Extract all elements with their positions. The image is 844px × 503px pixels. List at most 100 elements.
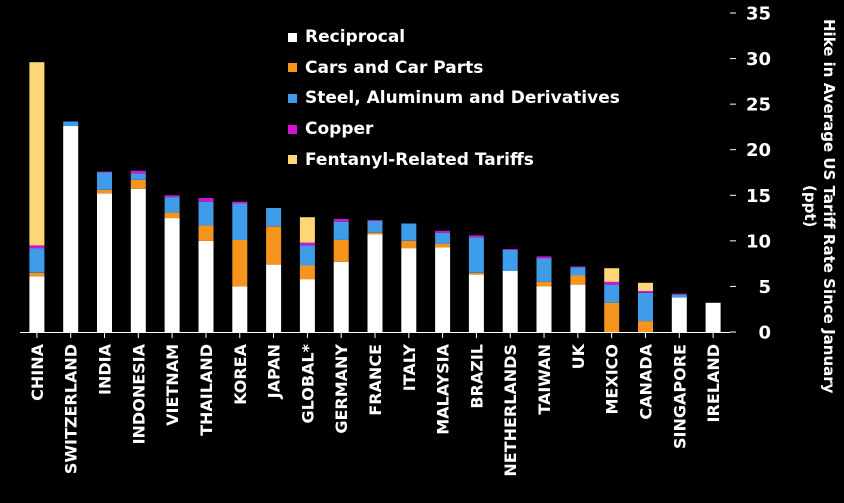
bar-segment-global-s3 bbox=[299, 242, 315, 246]
bar-segment-china-s4 bbox=[29, 62, 45, 246]
bar-segment-italy-s2 bbox=[401, 223, 417, 241]
y-tick-label: 15 bbox=[746, 186, 771, 207]
legend-swatch bbox=[288, 155, 297, 165]
x-tick-label: INDIA bbox=[96, 343, 115, 395]
x-tick-label: SINGAPORE bbox=[670, 344, 689, 449]
bar-segment-global-s4 bbox=[299, 217, 315, 243]
bar-segment-taiwan-s2 bbox=[536, 258, 552, 282]
bar-segment-brazil-s1 bbox=[468, 272, 484, 275]
bar-segment-brazil-s0 bbox=[468, 274, 484, 332]
x-tick-label: NETHERLANDS bbox=[501, 344, 520, 477]
bar-segment-germany-s2 bbox=[333, 221, 349, 240]
bar-segment-malaysia-s2 bbox=[435, 232, 451, 244]
bar-segment-vietnam-s1 bbox=[164, 212, 180, 219]
x-tick-label: ITALY bbox=[400, 344, 419, 392]
legend-swatch bbox=[288, 32, 297, 42]
x-tick-label: GERMANY bbox=[332, 344, 351, 434]
x-tick-label: TAIWAN bbox=[535, 344, 554, 415]
bar-segment-canada-s4 bbox=[638, 282, 653, 291]
bar-segment-indonesia-s3 bbox=[130, 170, 146, 174]
x-tick-label: MALAYSIA bbox=[434, 343, 453, 434]
x-tick-label: GLOBAL* bbox=[298, 343, 317, 423]
bar-segment-thailand-s1 bbox=[198, 225, 214, 241]
bar-segment-uk-s2 bbox=[570, 267, 586, 276]
legend-label: Cars and Car Parts bbox=[305, 57, 484, 78]
bar-segment-brazil-s2 bbox=[468, 237, 484, 273]
bar-segment-india-s1 bbox=[97, 189, 112, 194]
bar-segment-vietnam-s2 bbox=[164, 197, 180, 213]
bar-segment-italy-s1 bbox=[401, 240, 417, 249]
bar-segment-global-s0 bbox=[299, 279, 315, 332]
legend-item: Cars and Car Parts bbox=[288, 53, 620, 84]
bar-segment-brazil-s3 bbox=[468, 235, 484, 238]
x-tick-label: VIETNAM bbox=[163, 344, 182, 426]
legend-label: Copper bbox=[305, 119, 374, 140]
x-tick-label: CANADA bbox=[637, 343, 656, 419]
bar-segment-france-s2 bbox=[367, 220, 383, 233]
bar-segment-vietnam-s0 bbox=[164, 218, 180, 332]
bar-segment-taiwan-s1 bbox=[536, 281, 552, 287]
bar-segment-malaysia-s0 bbox=[435, 247, 451, 332]
bar-segment-germany-s0 bbox=[333, 261, 349, 332]
x-tick-label: FRANCE bbox=[366, 344, 385, 416]
bar-segment-japan-s0 bbox=[266, 264, 282, 332]
legend-label: Reciprocal bbox=[305, 27, 406, 48]
legend-swatch bbox=[288, 93, 297, 103]
y-tick-label: 25 bbox=[746, 95, 771, 116]
x-tick-label: BRAZIL bbox=[467, 344, 486, 409]
legend-label: Steel, Aluminum and Derivatives bbox=[305, 88, 620, 109]
x-tick-label: SWITZERLAND bbox=[62, 344, 81, 474]
bar-segment-france-s0 bbox=[367, 234, 383, 332]
bar-segment-netherlands-s0 bbox=[502, 270, 518, 332]
bar-segment-china-s2 bbox=[29, 248, 45, 273]
x-tick-label: MEXICO bbox=[603, 344, 622, 414]
bar-segment-korea-s2 bbox=[232, 203, 248, 240]
legend-item: Steel, Aluminum and Derivatives bbox=[288, 83, 620, 114]
bar-segment-indonesia-s0 bbox=[130, 188, 146, 332]
bar-segment-switzerland-s2 bbox=[63, 121, 79, 127]
bar-segment-uk-s1 bbox=[570, 275, 586, 285]
bar-segment-india-s3 bbox=[97, 171, 112, 173]
y-tick-label: 5 bbox=[758, 277, 771, 298]
x-tick-label: JAPAN bbox=[265, 344, 284, 399]
bar-segment-uk-s3 bbox=[570, 266, 586, 268]
y-tick-label: 10 bbox=[746, 231, 771, 252]
bar-segment-global-s1 bbox=[299, 265, 315, 280]
legend-item: Reciprocal bbox=[288, 22, 620, 53]
bar-segment-germany-s3 bbox=[333, 219, 349, 222]
bar-segment-japan-s2 bbox=[266, 208, 282, 227]
legend-swatch bbox=[288, 63, 297, 73]
bar-segment-korea-s3 bbox=[232, 201, 248, 204]
bar-segment-mexico-s3 bbox=[604, 281, 620, 285]
bar-segment-vietnam-s3 bbox=[164, 195, 180, 198]
legend: Reciprocal Cars and Car Parts Steel, Alumi… bbox=[288, 22, 620, 175]
bar-segment-canada-s2 bbox=[638, 292, 653, 322]
bar-segment-uk-s0 bbox=[570, 284, 586, 332]
bar-segment-germany-s1 bbox=[333, 239, 349, 262]
bar-segment-malaysia-s3 bbox=[435, 230, 451, 233]
bar-segment-korea-s0 bbox=[232, 286, 248, 332]
bar-segment-global-s2 bbox=[299, 245, 315, 266]
bar-segment-china-s1 bbox=[29, 272, 45, 277]
bar-segment-singapore-s3 bbox=[671, 293, 687, 295]
bar-segment-france-s1 bbox=[367, 232, 383, 235]
legend-swatch bbox=[288, 124, 297, 134]
bar-segment-taiwan-s0 bbox=[536, 286, 552, 332]
x-tick-label: IRELAND bbox=[704, 344, 723, 422]
bar-segment-mexico-s4 bbox=[604, 268, 620, 282]
x-tick-label: UK bbox=[569, 343, 588, 369]
bar-segment-thailand-s0 bbox=[198, 240, 214, 332]
bar-segment-thailand-s2 bbox=[198, 201, 214, 226]
y-tick-label: 0 bbox=[758, 323, 771, 344]
y-tick-label: 35 bbox=[746, 4, 771, 25]
bar-segment-france-s3 bbox=[367, 219, 383, 221]
bar-segment-india-s2 bbox=[97, 172, 112, 190]
bar-segment-italy-s0 bbox=[401, 248, 417, 332]
y-axis-label: Hike in Average US Tariff Rate Since Jan… bbox=[801, 18, 838, 394]
bar-segment-india-s0 bbox=[97, 193, 112, 332]
y-tick-label: 20 bbox=[746, 140, 771, 161]
y-tick-label: 30 bbox=[746, 49, 771, 70]
bar-segment-netherlands-s3 bbox=[502, 249, 518, 250]
bar-segment-canada-s3 bbox=[638, 291, 653, 293]
